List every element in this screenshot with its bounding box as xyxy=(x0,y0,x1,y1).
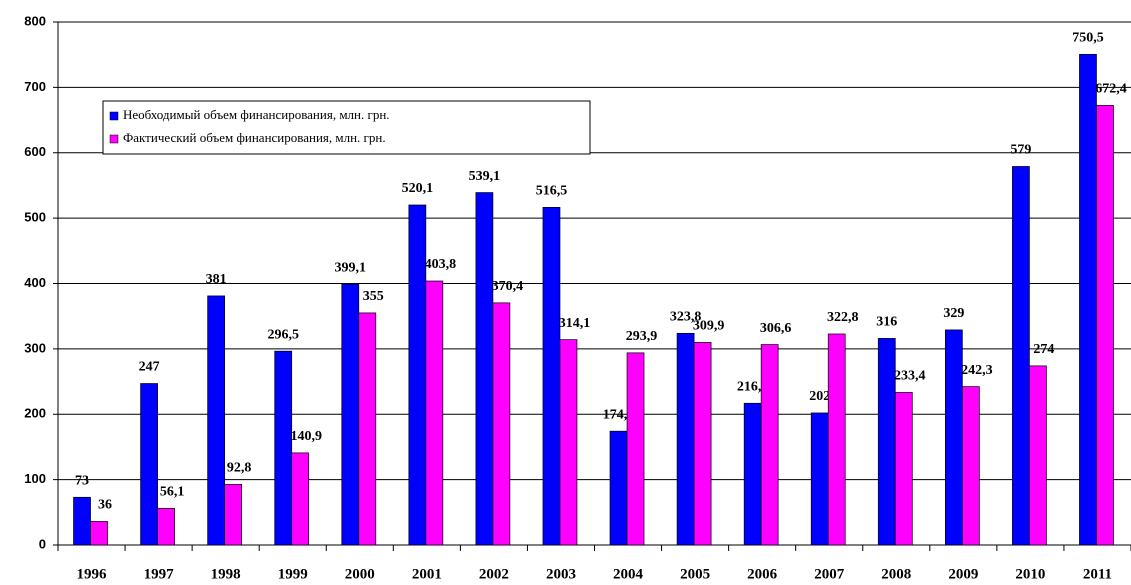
value-label: 322,8 xyxy=(827,310,859,325)
value-label: 316 xyxy=(876,315,897,330)
value-label: 242,3 xyxy=(961,363,993,378)
value-label: 174,1 xyxy=(603,407,635,422)
bar xyxy=(492,302,511,546)
bar xyxy=(157,507,175,546)
value-label: 73 xyxy=(75,473,89,488)
value-label: 370,4 xyxy=(492,279,524,294)
bar xyxy=(358,312,377,546)
value-label: 56,1 xyxy=(160,485,185,500)
bar xyxy=(341,283,360,546)
bar xyxy=(408,204,427,546)
bar xyxy=(894,392,913,546)
value-label: 314,1 xyxy=(559,316,591,331)
x-tick-label: 1996 xyxy=(77,566,108,582)
value-label: 539,1 xyxy=(469,169,501,184)
x-tick-label: 2007 xyxy=(814,566,845,582)
bar xyxy=(944,329,963,546)
value-label: 520,1 xyxy=(402,181,434,196)
bar xyxy=(609,430,628,546)
bar xyxy=(224,483,243,546)
value-label: 293,9 xyxy=(626,329,658,344)
bar xyxy=(140,383,158,546)
x-tick-label: 2010 xyxy=(1015,566,1045,582)
legend-box xyxy=(102,100,591,155)
value-label: 399,1 xyxy=(335,260,367,275)
bar xyxy=(693,342,712,546)
value-label: 247 xyxy=(139,360,160,375)
x-tick-label: 2006 xyxy=(747,566,778,582)
bar xyxy=(475,192,494,546)
bar xyxy=(1029,365,1047,546)
value-label: 672,4 xyxy=(1095,82,1127,97)
y-tick-label: 800 xyxy=(24,13,46,28)
bar xyxy=(425,280,444,546)
legend-swatch xyxy=(109,134,119,144)
y-tick-label: 400 xyxy=(24,275,46,290)
x-tick-label: 1998 xyxy=(211,566,241,582)
bar xyxy=(90,521,108,546)
bar xyxy=(961,386,980,546)
bar xyxy=(760,344,779,546)
y-tick-label: 600 xyxy=(24,144,46,159)
y-tick-label: 300 xyxy=(24,340,46,355)
legend-label: Фактический объем финансирования, млн. г… xyxy=(123,130,386,145)
x-tick-label: 2005 xyxy=(680,566,710,582)
x-tick-label: 2009 xyxy=(948,566,978,582)
bar xyxy=(542,206,561,546)
y-tick-label: 500 xyxy=(24,210,46,225)
value-label: 92,8 xyxy=(227,461,252,476)
bar xyxy=(827,333,846,546)
x-tick-label: 2000 xyxy=(345,566,375,582)
x-tick-label: 2001 xyxy=(412,566,442,582)
value-label: 329 xyxy=(943,306,964,321)
bar xyxy=(1012,166,1030,546)
x-tick-label: 2002 xyxy=(479,566,509,582)
bar xyxy=(626,352,645,546)
x-tick-label: 2004 xyxy=(613,566,644,582)
value-label: 202 xyxy=(809,389,830,404)
value-label: 579 xyxy=(1010,143,1031,158)
bar xyxy=(743,402,762,546)
value-label: 403,8 xyxy=(425,257,457,272)
bar xyxy=(676,332,695,546)
bar xyxy=(291,452,310,546)
value-label: 516,5 xyxy=(536,184,568,199)
y-tick-label: 200 xyxy=(24,406,46,421)
bar xyxy=(559,339,578,546)
value-label: 140,9 xyxy=(290,429,322,444)
value-label: 216,8 xyxy=(737,379,769,394)
value-label: 355 xyxy=(363,289,384,304)
value-label: 306,6 xyxy=(760,321,792,336)
value-label: 381 xyxy=(206,272,227,287)
y-tick-label: 0 xyxy=(39,536,46,551)
bar xyxy=(274,350,293,546)
legend-swatch xyxy=(109,111,119,121)
x-tick-label: 2003 xyxy=(546,566,576,582)
value-label: 233,4 xyxy=(894,369,926,384)
x-tick-label: 1999 xyxy=(278,566,308,582)
value-label: 309,9 xyxy=(693,319,725,334)
x-tick-label: 2011 xyxy=(1083,566,1112,582)
value-label: 296,5 xyxy=(267,327,299,342)
legend-label: Необходимый объем финансирования, млн. г… xyxy=(123,107,390,122)
bar xyxy=(810,412,829,546)
y-tick-label: 700 xyxy=(24,79,46,94)
bar xyxy=(1096,105,1114,546)
bar xyxy=(207,295,226,546)
y-tick-label: 100 xyxy=(24,471,46,486)
x-tick-label: 1997 xyxy=(144,566,175,582)
value-label: 750,5 xyxy=(1072,31,1104,46)
x-tick-label: 2008 xyxy=(881,566,911,582)
bar xyxy=(877,338,896,546)
value-label: 274 xyxy=(1033,342,1054,357)
bar xyxy=(1079,54,1097,546)
bar xyxy=(73,496,91,546)
value-label: 323,8 xyxy=(670,310,702,325)
value-label: 36 xyxy=(98,498,112,513)
